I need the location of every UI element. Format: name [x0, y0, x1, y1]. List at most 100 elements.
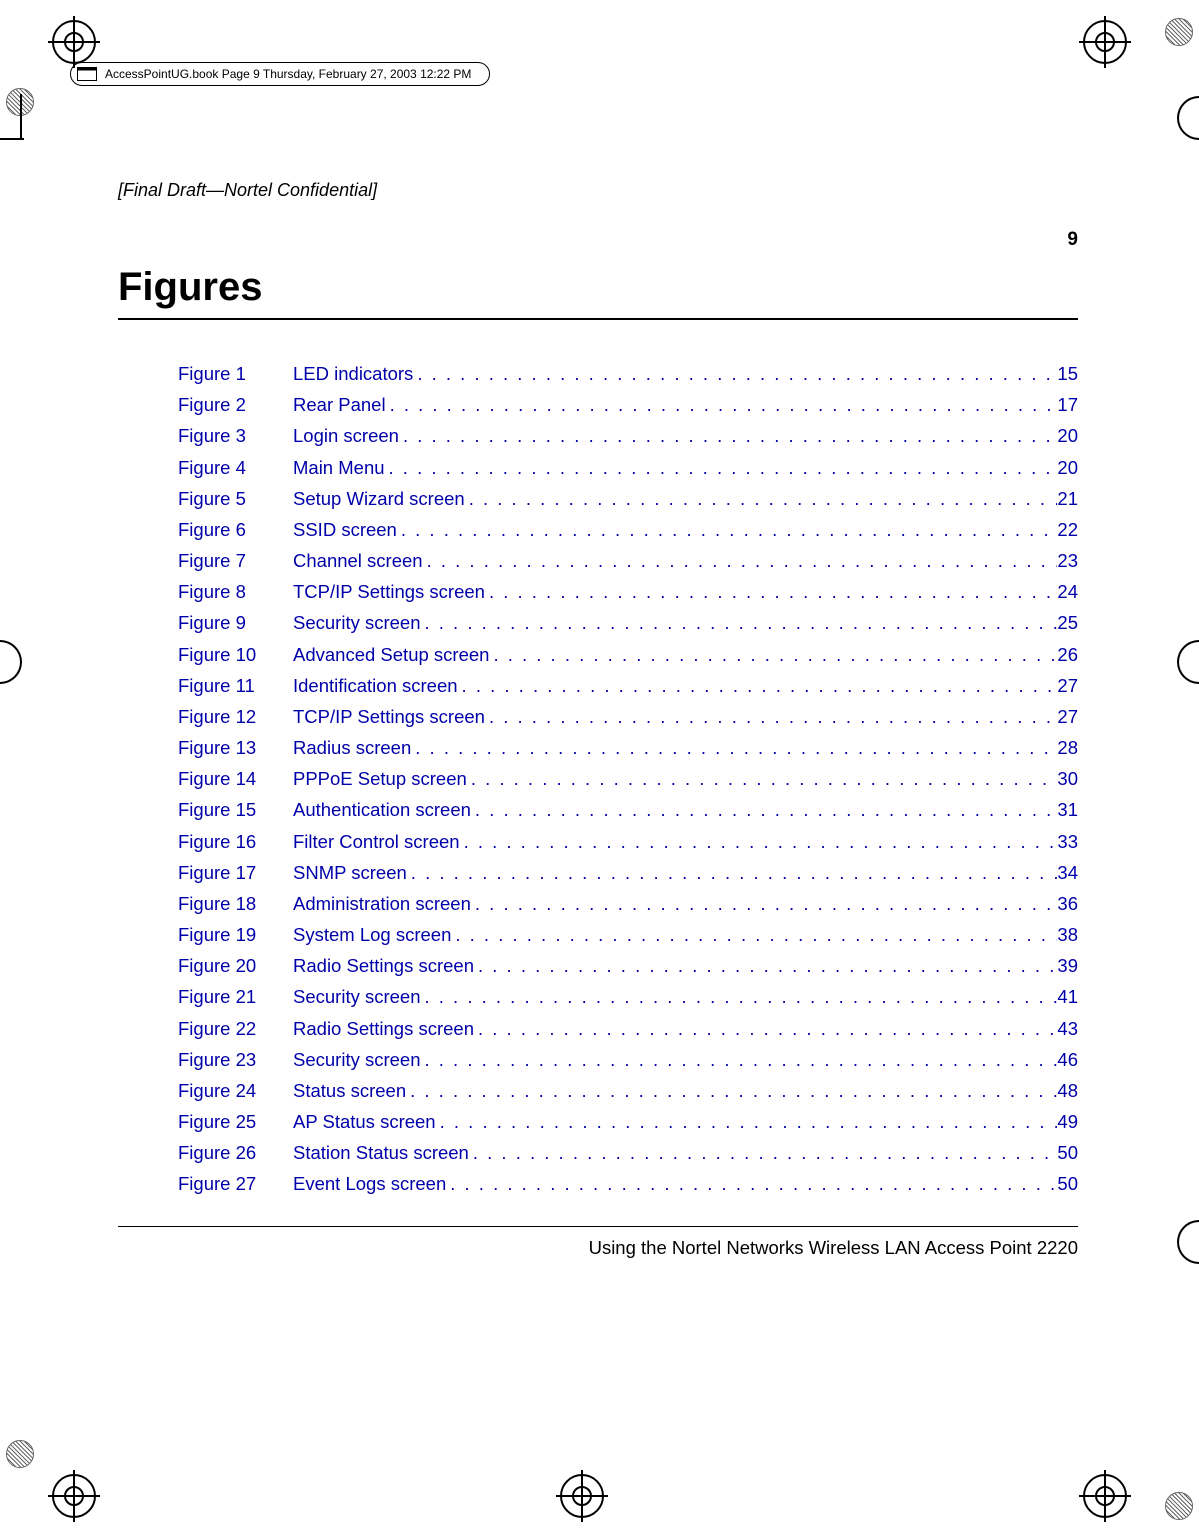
figure-entry[interactable]: Figure 15 Authentication screen . . . . … — [178, 796, 1078, 825]
figure-entry[interactable]: Figure 17 SNMP screen . . . . . . . . . … — [178, 859, 1078, 888]
figure-description: Setup Wizard screen — [293, 485, 465, 514]
figure-page-number: 49 — [1057, 1108, 1078, 1137]
dot-leader: . . . . . . . . . . . . . . . . . . . . … — [411, 734, 1057, 763]
figure-page-number: 27 — [1057, 672, 1078, 701]
half-reg-right-upper — [1177, 96, 1199, 140]
figure-description: TCP/IP Settings screen — [293, 578, 485, 607]
figure-label: Figure 15 — [178, 796, 293, 825]
figure-description: Radius screen — [293, 734, 411, 763]
figure-entry[interactable]: Figure 25 AP Status screen . . . . . . .… — [178, 1108, 1078, 1137]
figure-description: Advanced Setup screen — [293, 641, 489, 670]
figure-entry[interactable]: Figure 14 PPPoE Setup screen . . . . . .… — [178, 765, 1078, 794]
figure-description: Radio Settings screen — [293, 1015, 474, 1044]
dot-leader: . . . . . . . . . . . . . . . . . . . . … — [421, 609, 1058, 638]
figure-description: Filter Control screen — [293, 828, 460, 857]
figure-label: Figure 2 — [178, 391, 293, 420]
figure-entry[interactable]: Figure 27 Event Logs screen . . . . . . … — [178, 1170, 1078, 1199]
figure-entry[interactable]: Figure 11 Identification screen . . . . … — [178, 672, 1078, 701]
figure-page-number: 28 — [1057, 734, 1078, 763]
dot-leader: . . . . . . . . . . . . . . . . . . . . … — [469, 1139, 1058, 1168]
figure-entry[interactable]: Figure 24 Status screen . . . . . . . . … — [178, 1077, 1078, 1106]
figure-description: Administration screen — [293, 890, 471, 919]
figure-entry[interactable]: Figure 1 LED indicators . . . . . . . . … — [178, 360, 1078, 389]
figure-page-number: 22 — [1057, 516, 1078, 545]
figure-description: Authentication screen — [293, 796, 471, 825]
figure-description: Rear Panel — [293, 391, 386, 420]
figure-entry[interactable]: Figure 23 Security screen . . . . . . . … — [178, 1046, 1078, 1075]
dot-leader: . . . . . . . . . . . . . . . . . . . . … — [423, 547, 1058, 576]
dot-leader: . . . . . . . . . . . . . . . . . . . . … — [485, 703, 1057, 732]
figure-entry[interactable]: Figure 9 Security screen . . . . . . . .… — [178, 609, 1078, 638]
figure-description: Identification screen — [293, 672, 458, 701]
figure-description: Security screen — [293, 1046, 421, 1075]
dot-leader: . . . . . . . . . . . . . . . . . . . . … — [489, 641, 1057, 670]
half-reg-right-low — [1177, 1220, 1199, 1264]
dot-leader: . . . . . . . . . . . . . . . . . . . . … — [399, 422, 1057, 451]
crop-hatch-bot-left — [6, 1440, 34, 1468]
dot-leader: . . . . . . . . . . . . . . . . . . . . … — [474, 952, 1057, 981]
figure-label: Figure 6 — [178, 516, 293, 545]
figure-label: Figure 21 — [178, 983, 293, 1012]
figure-entry[interactable]: Figure 10 Advanced Setup screen . . . . … — [178, 641, 1078, 670]
figure-list: Figure 1 LED indicators . . . . . . . . … — [118, 360, 1078, 1199]
figure-entry[interactable]: Figure 16 Filter Control screen . . . . … — [178, 828, 1078, 857]
figure-description: PPPoE Setup screen — [293, 765, 467, 794]
figure-page-number: 27 — [1057, 703, 1078, 732]
figure-description: SNMP screen — [293, 859, 407, 888]
figure-label: Figure 20 — [178, 952, 293, 981]
dot-leader: . . . . . . . . . . . . . . . . . . . . … — [436, 1108, 1058, 1137]
figure-entry[interactable]: Figure 2 Rear Panel . . . . . . . . . . … — [178, 391, 1078, 420]
figure-entry[interactable]: Figure 20 Radio Settings screen . . . . … — [178, 952, 1078, 981]
figure-entry[interactable]: Figure 26 Station Status screen . . . . … — [178, 1139, 1078, 1168]
figure-entry[interactable]: Figure 6 SSID screen . . . . . . . . . .… — [178, 516, 1078, 545]
figure-label: Figure 9 — [178, 609, 293, 638]
page-content: [Final Draft—Nortel Confidential] 9 Figu… — [118, 180, 1078, 1202]
figure-entry[interactable]: Figure 5 Setup Wizard screen . . . . . .… — [178, 485, 1078, 514]
figure-page-number: 50 — [1057, 1170, 1078, 1199]
dot-leader: . . . . . . . . . . . . . . . . . . . . … — [485, 578, 1057, 607]
figure-description: TCP/IP Settings screen — [293, 703, 485, 732]
dot-leader: . . . . . . . . . . . . . . . . . . . . … — [460, 828, 1058, 857]
dot-leader: . . . . . . . . . . . . . . . . . . . . … — [451, 921, 1057, 950]
figure-entry[interactable]: Figure 21 Security screen . . . . . . . … — [178, 983, 1078, 1012]
figure-page-number: 39 — [1057, 952, 1078, 981]
figure-label: Figure 1 — [178, 360, 293, 389]
figure-label: Figure 19 — [178, 921, 293, 950]
figure-label: Figure 13 — [178, 734, 293, 763]
figure-entry[interactable]: Figure 18 Administration screen . . . . … — [178, 890, 1078, 919]
reg-mark-top-right — [1083, 20, 1127, 64]
dot-leader: . . . . . . . . . . . . . . . . . . . . … — [407, 859, 1058, 888]
figure-description: Security screen — [293, 609, 421, 638]
figure-entry[interactable]: Figure 4 Main Menu . . . . . . . . . . .… — [178, 454, 1078, 483]
figure-description: SSID screen — [293, 516, 397, 545]
crop-hatch-bot-right — [1165, 1492, 1193, 1520]
figure-entry[interactable]: Figure 3 Login screen . . . . . . . . . … — [178, 422, 1078, 451]
figure-label: Figure 12 — [178, 703, 293, 732]
book-page-tag: AccessPointUG.book Page 9 Thursday, Febr… — [70, 62, 490, 86]
page-number-top: 9 — [118, 229, 1078, 251]
figure-description: LED indicators — [293, 360, 413, 389]
figure-entry[interactable]: Figure 13 Radius screen . . . . . . . . … — [178, 734, 1078, 763]
figure-entry[interactable]: Figure 8 TCP/IP Settings screen . . . . … — [178, 578, 1078, 607]
figure-page-number: 48 — [1057, 1077, 1078, 1106]
figure-label: Figure 17 — [178, 859, 293, 888]
figure-entry[interactable]: Figure 19 System Log screen . . . . . . … — [178, 921, 1078, 950]
dot-leader: . . . . . . . . . . . . . . . . . . . . … — [458, 672, 1058, 701]
figure-description: Event Logs screen — [293, 1170, 446, 1199]
figure-label: Figure 25 — [178, 1108, 293, 1137]
crop-line-left2 — [20, 94, 22, 138]
figure-label: Figure 11 — [178, 672, 293, 701]
dot-leader: . . . . . . . . . . . . . . . . . . . . … — [446, 1170, 1057, 1199]
figure-description: AP Status screen — [293, 1108, 436, 1137]
figure-entry[interactable]: Figure 22 Radio Settings screen . . . . … — [178, 1015, 1078, 1044]
dot-leader: . . . . . . . . . . . . . . . . . . . . … — [406, 1077, 1057, 1106]
figure-label: Figure 5 — [178, 485, 293, 514]
half-reg-right-mid — [1177, 640, 1199, 684]
title-underline — [118, 318, 1078, 320]
reg-mark-top-left — [52, 20, 96, 64]
half-reg-left-mid — [0, 640, 22, 684]
figure-page-number: 23 — [1057, 547, 1078, 576]
figure-entry[interactable]: Figure 12 TCP/IP Settings screen . . . .… — [178, 703, 1078, 732]
figure-description: Main Menu — [293, 454, 385, 483]
figure-entry[interactable]: Figure 7 Channel screen . . . . . . . . … — [178, 547, 1078, 576]
